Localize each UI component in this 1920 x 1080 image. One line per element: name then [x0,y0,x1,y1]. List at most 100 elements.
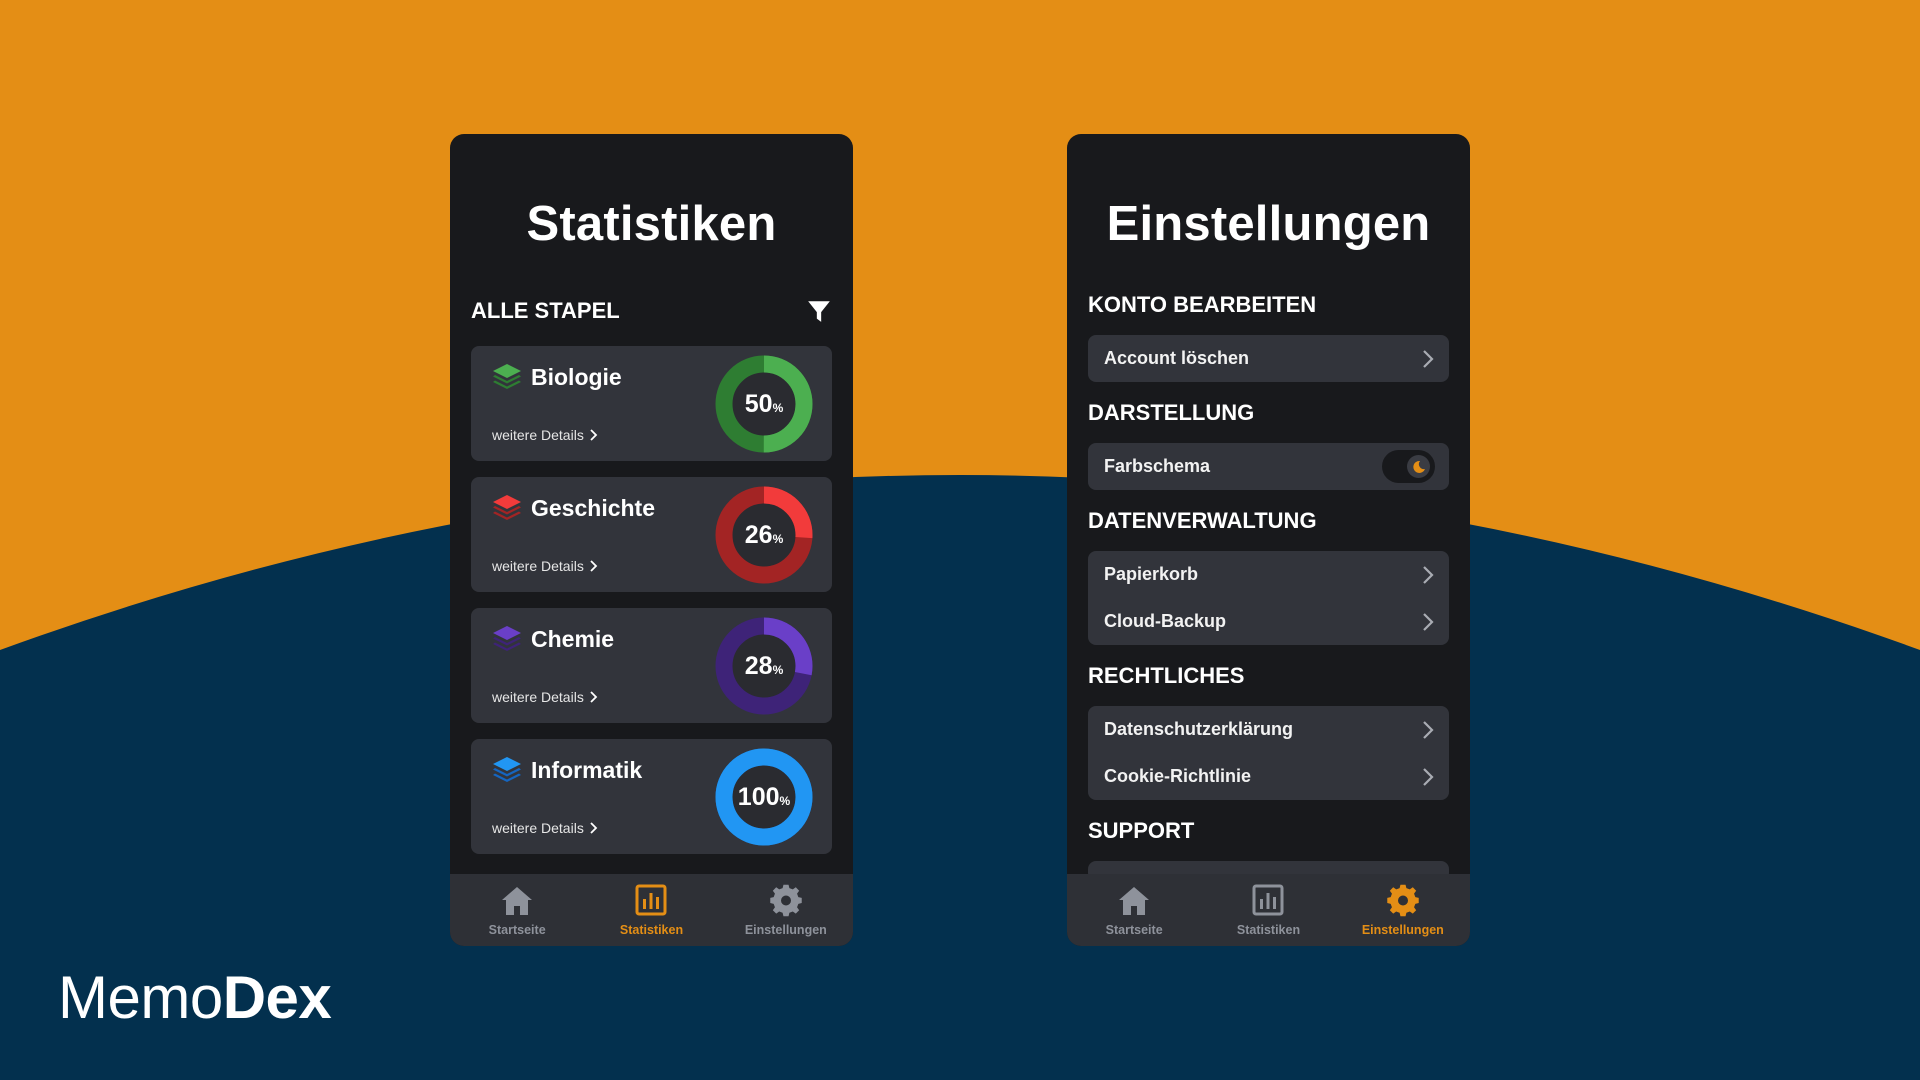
percent-unit: % [772,532,784,546]
details-link[interactable]: weitere Details [492,427,598,443]
section-heading: KONTO BEARBEITEN [1088,292,1317,317]
section-heading: RECHTLICHES [1088,663,1245,688]
tab-einstellungen[interactable]: Einstellungen [1336,874,1470,946]
ring-progress [715,355,813,453]
tab-label: Startseite [488,923,546,937]
chevron-right-icon [590,560,598,572]
display-group: Farbschema [1088,443,1449,490]
row-label: Account löschen [1104,348,1250,368]
statistics-screen: Statistiken ALLE STAPEL Biologie weitere… [450,134,853,946]
deck-name: Chemie [531,626,615,652]
progress-percent: 50% [714,354,814,454]
tab-label: Einstellungen [744,923,827,937]
percent-unit: % [779,794,791,808]
percent-value: 100 [737,782,780,811]
page-title: Statistiken [526,197,777,251]
toggle-knob [1407,455,1430,478]
deck-card-biologie[interactable]: Biologie weitere Details 50% [471,346,832,461]
layers-icon [493,495,521,520]
row-label: Cloud-Backup [1104,611,1227,631]
row-label: Datenschutzerklärung [1104,719,1294,739]
chevron-right-icon [1423,720,1434,739]
legal-group: Datenschutzerklärung Cookie-Richtlinie [1088,706,1449,800]
chevron-right-icon [1423,349,1434,368]
section-heading: DATENVERWALTUNG [1088,508,1317,533]
privacy-policy-row[interactable]: Datenschutzerklärung [1088,706,1449,753]
brand-part1: Memo [58,964,223,1031]
gear-icon [770,884,802,917]
cloud-backup-row[interactable]: Cloud-Backup [1088,598,1449,645]
dark-mode-toggle[interactable] [1382,450,1435,483]
tab-startseite[interactable]: Startseite [450,874,584,946]
tab-label: Startseite [1105,923,1163,937]
row-label: Cookie-Richtlinie [1104,766,1252,786]
tab-statistiken[interactable]: Statistiken [1201,874,1335,946]
delete-account-row[interactable]: Account löschen [1088,335,1449,382]
details-link-label: weitere Details [492,820,584,836]
percent-unit: % [772,401,784,415]
progress-ring [715,617,813,715]
chevron-right-icon [590,822,598,834]
deck-list-header: ALLE STAPEL [471,294,832,328]
brand-logo: MemoDex [58,963,332,1032]
progress-ring [715,748,813,846]
home-icon [1119,887,1150,915]
tab-einstellungen[interactable]: Einstellungen [719,874,853,946]
details-link[interactable]: weitere Details [492,558,598,574]
chevron-right-icon [590,429,598,441]
brand-part2: Dex [222,964,332,1031]
tab-statistiken[interactable]: Statistiken [584,874,718,946]
ring-progress [715,617,813,715]
progress-percent: 28% [714,616,814,716]
deck-name: Biologie [531,364,622,390]
details-link-label: weitere Details [492,427,584,443]
tab-label: Statistiken [619,923,684,937]
details-link-label: weitere Details [492,689,584,705]
chevron-right-icon [1423,767,1434,786]
ring-progress [715,748,813,846]
section-heading: SUPPORT [1088,818,1195,843]
progress-ring [715,486,813,584]
percent-unit: % [772,663,784,677]
percent-value: 26 [744,520,773,549]
tab-label: Statistiken [1236,923,1301,937]
home-icon [502,887,533,915]
layers-icon [493,364,521,389]
page-title: Einstellungen [1106,197,1431,251]
progress-percent: 26% [714,485,814,585]
moon-icon [1412,460,1425,473]
cookie-policy-row[interactable]: Cookie-Richtlinie [1088,753,1449,800]
deck-card-informatik[interactable]: Informatik weitere Details 100% [471,739,832,854]
details-link[interactable]: weitere Details [492,820,598,836]
chevron-right-icon [1423,612,1434,631]
deck-card-geschichte[interactable]: Geschichte weitere Details 26% [471,477,832,592]
progress-ring [715,355,813,453]
tab-bar: Startseite Statistiken Einstellungen [1067,874,1470,946]
layers-icon [493,757,521,782]
tab-bar: Startseite Statistiken Einstellungen [450,874,853,946]
data-group: Papierkorb Cloud-Backup [1088,551,1449,645]
layers-icon [493,626,521,651]
chart-icon [1252,884,1284,916]
section-heading: DARSTELLUNG [1088,400,1255,425]
tab-label: Einstellungen [1361,923,1444,937]
percent-value: 50 [744,389,773,418]
gear-icon [1387,884,1419,917]
deck-card-chemie[interactable]: Chemie weitere Details 28% [471,608,832,723]
section-label: ALLE STAPEL [471,298,620,323]
row-label: Farbschema [1104,456,1211,476]
row-label: Papierkorb [1104,564,1199,584]
settings-screen: Einstellungen KONTO BEARBEITEN Account l… [1067,134,1470,946]
trash-row[interactable]: Papierkorb [1088,551,1449,598]
progress-percent: 100% [714,747,814,847]
chart-icon [635,884,667,916]
tab-startseite[interactable]: Startseite [1067,874,1201,946]
color-scheme-row: Farbschema [1088,443,1449,490]
ring-progress [715,486,813,584]
details-link[interactable]: weitere Details [492,689,598,705]
filter-icon[interactable] [806,298,832,324]
account-group: Account löschen [1088,335,1449,382]
chevron-right-icon [590,691,598,703]
deck-name: Informatik [531,757,643,783]
